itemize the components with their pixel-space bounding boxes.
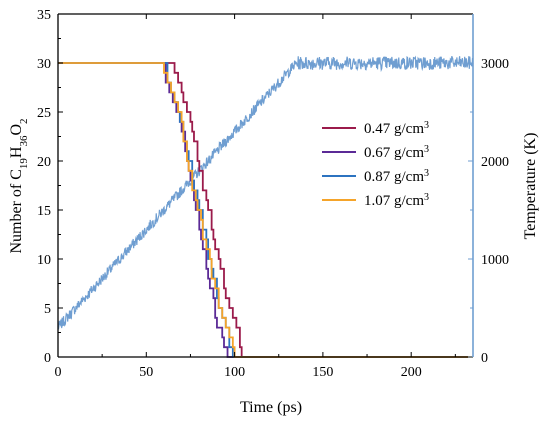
y-left-tick-label: 15 [37, 204, 51, 219]
x-tick-label: 200 [401, 365, 422, 380]
y-left-tick-label: 25 [37, 106, 51, 121]
y-left-tick-label: 20 [37, 155, 51, 170]
y-left-tick-label: 10 [37, 253, 51, 268]
temperature-series-line [57, 55, 474, 330]
series-line-3 [58, 62, 473, 358]
legend-label-3: 0.87 g/cm3 [364, 168, 429, 186]
legend-label-2: 0.67 g/cm3 [364, 144, 429, 162]
x-tick-label: 100 [224, 365, 245, 380]
legend-label-1: 0.47 g/cm3 [364, 120, 429, 138]
y-left-tick-label: 35 [37, 8, 51, 23]
series-line-1 [58, 62, 473, 358]
y-left-tick-label: 30 [37, 57, 51, 72]
right-axis-title: Temperature (K) [522, 133, 539, 240]
y-left-tick-label: 5 [44, 302, 51, 317]
x-axis-title: Time (ps) [240, 399, 302, 416]
plot-area [57, 55, 474, 358]
left-axis-title: Number of C19H36O2 [8, 118, 30, 253]
x-tick-label: 50 [139, 365, 153, 380]
series-line-2 [58, 62, 473, 358]
y-right-tick-label: 1000 [481, 253, 509, 268]
x-tick-label: 150 [312, 365, 333, 380]
legend-label-4: 1.07 g/cm3 [364, 192, 429, 210]
legend: 0.47 g/cm3 0.67 g/cm3 0.87 g/cm3 1.07 g/cm3 [322, 120, 429, 210]
y-right-tick-label: 2000 [481, 155, 509, 170]
y-right-tick-label: 3000 [481, 57, 509, 72]
y-left-tick-label: 0 [44, 351, 51, 366]
series-line-4 [58, 62, 473, 358]
y-right-tick-label: 0 [481, 351, 488, 366]
x-tick-label: 0 [55, 365, 62, 380]
